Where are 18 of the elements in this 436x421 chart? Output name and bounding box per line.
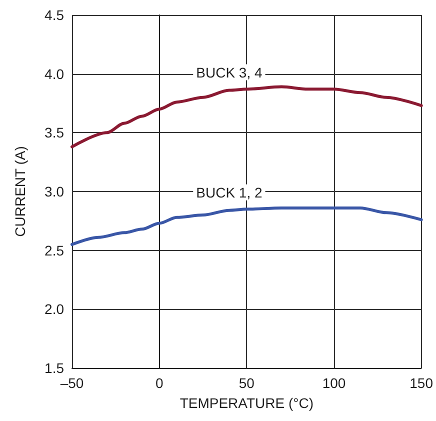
y-tick-label: 3.5 — [44, 124, 64, 141]
y-tick-label: 4.0 — [44, 66, 64, 82]
y-tick-label: 4.5 — [44, 7, 64, 23]
x-tick-label: 50 — [238, 375, 255, 391]
line-series — [70, 206, 423, 246]
series-label: BUCK 1, 2 — [196, 184, 262, 200]
x-tick-label: 100 — [322, 375, 346, 391]
x-tick-label: 150 — [410, 375, 434, 391]
series-label: BUCK 3, 4 — [196, 64, 262, 80]
line-series — [70, 85, 423, 148]
y-tick-label: 2.5 — [44, 242, 64, 258]
x-tick-label: –50 — [60, 375, 84, 391]
x-tick-label: 0 — [155, 375, 164, 391]
x-axis-title: TEMPERATURE (°C) — [180, 395, 314, 411]
y-tick-label: 2.0 — [44, 301, 64, 318]
y-axis-title: CURRENT (A) — [12, 146, 28, 237]
y-tick-label: 1.5 — [44, 360, 64, 376]
y-tick-label: 3.0 — [44, 184, 64, 200]
